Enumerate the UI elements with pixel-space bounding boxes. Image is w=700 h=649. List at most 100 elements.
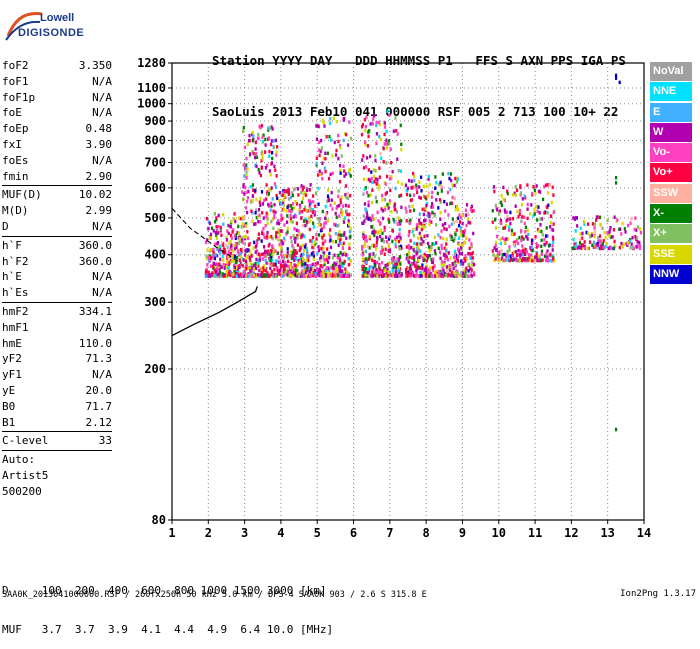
- echo-point: [511, 253, 515, 258]
- echo-point: [526, 228, 529, 233]
- echo-point: [338, 143, 342, 148]
- echo-point: [323, 124, 326, 128]
- echo-point: [396, 274, 399, 278]
- echo-point: [270, 204, 273, 208]
- echo-point: [322, 269, 325, 274]
- echo-point: [324, 239, 327, 243]
- echo-point: [375, 120, 378, 125]
- echo-point: [236, 231, 239, 235]
- echo-point: [306, 266, 309, 271]
- echo-point: [339, 146, 342, 150]
- echo-point: [398, 274, 401, 278]
- echo-point: [342, 220, 346, 224]
- echo-point: [303, 274, 306, 278]
- echo-point: [412, 273, 415, 278]
- echo-point: [244, 166, 247, 171]
- echo-point: [321, 118, 324, 123]
- echo-point: [262, 216, 265, 220]
- echo-point: [377, 270, 381, 274]
- echo-point: [582, 219, 586, 224]
- echo-point: [521, 252, 524, 257]
- echo-point: [464, 213, 468, 217]
- echo-point: [415, 265, 418, 269]
- echo-point: [447, 213, 450, 217]
- echo-point: [300, 216, 303, 220]
- echo-point: [379, 271, 383, 275]
- echo-point: [398, 194, 401, 198]
- echo-point: [226, 260, 229, 264]
- echo-point: [266, 230, 269, 235]
- electron-density-profile: [171, 286, 258, 337]
- echo-point: [463, 274, 467, 278]
- echo-point: [449, 233, 452, 238]
- polarization-legend: NoVal NNE E W Vo- Vo+ SSW X- X+ SSE NNW: [650, 62, 692, 285]
- echo-point: [298, 260, 301, 265]
- echo-point: [246, 199, 249, 204]
- station-header: Station YYYY DAY DDD HHMMSS P1 FFS S AXN…: [212, 18, 626, 137]
- echo-point: [521, 215, 524, 219]
- echo-point: [629, 246, 632, 250]
- echo-point: [205, 254, 208, 259]
- echo-point: [317, 124, 320, 129]
- echo-point: [520, 238, 523, 243]
- echo-point: [543, 211, 546, 215]
- echo-point: [526, 237, 529, 241]
- echo-point: [230, 243, 233, 247]
- echo-point: [398, 257, 401, 261]
- echo-point: [423, 234, 426, 239]
- param-row: foE N/A: [2, 105, 112, 121]
- echo-point: [312, 221, 315, 225]
- echo-point: [399, 222, 402, 226]
- echo-point: [299, 205, 302, 209]
- echo-point: [465, 257, 468, 261]
- echo-point: [287, 264, 290, 269]
- echo-point: [313, 240, 316, 245]
- echo-point: [339, 168, 342, 173]
- echo-point: [422, 212, 425, 217]
- echo-point: [325, 212, 328, 216]
- echo-point: [277, 221, 281, 226]
- echo-point: [229, 233, 233, 238]
- echo-point: [426, 241, 430, 246]
- echo-point: [576, 224, 579, 228]
- echo-point: [344, 172, 348, 176]
- param-key: yF2: [2, 352, 22, 366]
- echo-point: [286, 254, 289, 259]
- echo-point: [273, 215, 276, 220]
- echo-point: [258, 213, 261, 218]
- echo-point: [435, 198, 438, 202]
- echo-point: [418, 195, 421, 200]
- param-row: Artist5: [2, 468, 112, 484]
- echo-point: [247, 274, 250, 278]
- echo-point: [518, 235, 521, 240]
- echo-point: [230, 236, 233, 240]
- echo-point: [344, 203, 347, 208]
- echo-point: [328, 121, 332, 126]
- echo-point: [395, 262, 398, 266]
- echo-point: [343, 169, 346, 173]
- echo-point: [326, 247, 329, 251]
- echo-point: [278, 198, 281, 203]
- param-row: C-level 33: [2, 433, 112, 449]
- echo-point: [393, 265, 396, 270]
- echo-point: [348, 168, 351, 173]
- echo-point: [496, 254, 499, 259]
- echo-point: [621, 221, 624, 226]
- echo-point: [314, 204, 317, 208]
- echo-point: [206, 248, 209, 252]
- echo-point: [396, 262, 400, 266]
- echo-point: [258, 200, 261, 204]
- echo-point: [428, 253, 432, 258]
- echo-point: [504, 241, 507, 245]
- echo-point: [260, 239, 263, 243]
- echo-point: [407, 251, 411, 255]
- echo-point: [306, 264, 309, 268]
- echo-point: [494, 240, 498, 245]
- param-value: N/A: [92, 286, 112, 300]
- echo-point: [535, 204, 538, 209]
- echo-point: [289, 219, 292, 224]
- echo-point: [280, 213, 283, 218]
- echo-point: [310, 252, 313, 256]
- echo-point: [450, 178, 453, 183]
- echo-point: [347, 222, 351, 226]
